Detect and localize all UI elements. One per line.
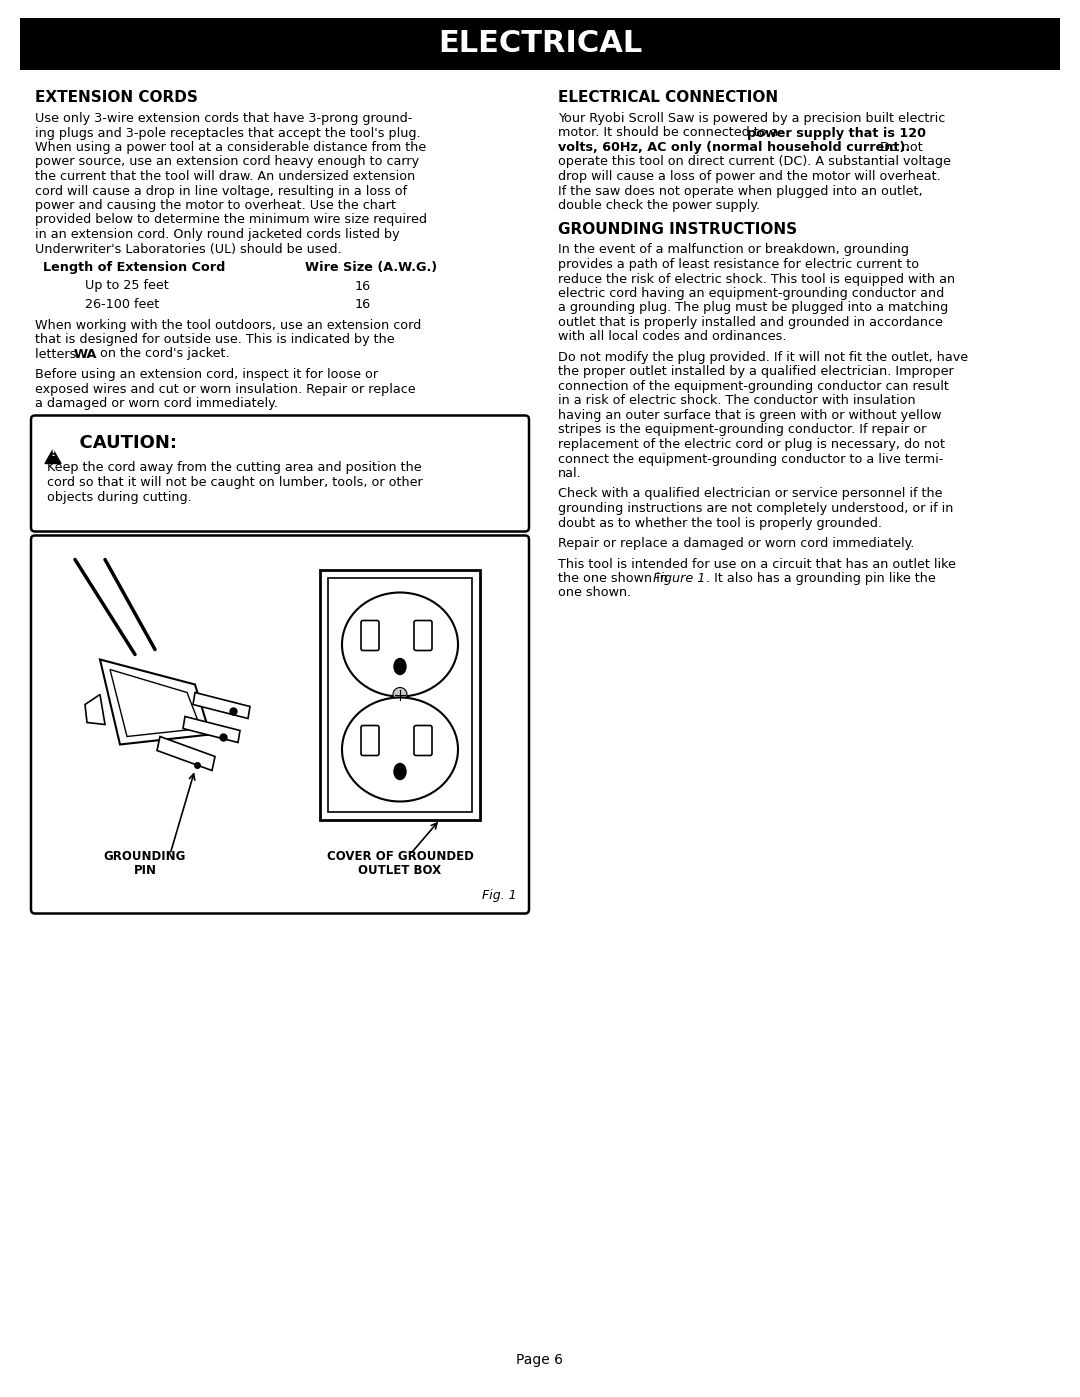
FancyBboxPatch shape bbox=[414, 725, 432, 756]
Text: WA: WA bbox=[75, 348, 97, 360]
Text: OUTLET BOX: OUTLET BOX bbox=[359, 863, 442, 876]
Polygon shape bbox=[85, 694, 105, 725]
FancyBboxPatch shape bbox=[361, 620, 379, 651]
Text: If the saw does not operate when plugged into an outlet,: If the saw does not operate when plugged… bbox=[558, 184, 922, 197]
Text: the one shown in: the one shown in bbox=[558, 571, 672, 585]
Text: objects during cutting.: objects during cutting. bbox=[48, 490, 192, 503]
Text: that is designed for outside use. This is indicated by the: that is designed for outside use. This i… bbox=[35, 332, 394, 346]
Polygon shape bbox=[100, 659, 210, 745]
Text: a damaged or worn cord immediately.: a damaged or worn cord immediately. bbox=[35, 397, 278, 409]
Text: Wire Size (A.W.G.): Wire Size (A.W.G.) bbox=[305, 261, 437, 274]
Ellipse shape bbox=[342, 592, 458, 697]
Text: 16: 16 bbox=[355, 279, 372, 292]
Text: replacement of the electric cord or plug is necessary, do not: replacement of the electric cord or plug… bbox=[558, 439, 945, 451]
Bar bbox=[328, 577, 472, 812]
Text: Do not modify the plug provided. If it will not fit the outlet, have: Do not modify the plug provided. If it w… bbox=[558, 351, 968, 365]
Text: power and causing the motor to overheat. Use the chart: power and causing the motor to overheat.… bbox=[35, 198, 396, 212]
Text: stripes is the equipment-grounding conductor. If repair or: stripes is the equipment-grounding condu… bbox=[558, 423, 927, 436]
Text: When using a power tool at a considerable distance from the: When using a power tool at a considerabl… bbox=[35, 141, 427, 154]
Text: Do not: Do not bbox=[876, 141, 922, 154]
Polygon shape bbox=[183, 717, 240, 742]
Text: provided below to determine the minimum wire size required: provided below to determine the minimum … bbox=[35, 214, 427, 226]
Text: 26-100 feet: 26-100 feet bbox=[85, 298, 159, 312]
Text: Fig. 1: Fig. 1 bbox=[483, 888, 517, 901]
Text: ing plugs and 3-pole receptacles that accept the tool's plug.: ing plugs and 3-pole receptacles that ac… bbox=[35, 127, 420, 140]
Text: electric cord having an equipment-grounding conductor and: electric cord having an equipment-ground… bbox=[558, 286, 944, 300]
Text: nal.: nal. bbox=[558, 467, 582, 481]
FancyBboxPatch shape bbox=[31, 535, 529, 914]
Text: COVER OF GROUNDED: COVER OF GROUNDED bbox=[326, 849, 473, 862]
Text: GROUNDING INSTRUCTIONS: GROUNDING INSTRUCTIONS bbox=[558, 222, 797, 236]
Text: . It also has a grounding pin like the: . It also has a grounding pin like the bbox=[706, 571, 935, 585]
Text: volts, 60Hz, AC only (normal household current).: volts, 60Hz, AC only (normal household c… bbox=[558, 141, 910, 154]
Text: drop will cause a loss of power and the motor will overheat.: drop will cause a loss of power and the … bbox=[558, 170, 941, 183]
Polygon shape bbox=[110, 669, 201, 736]
Text: on the cord's jacket.: on the cord's jacket. bbox=[96, 348, 230, 360]
Text: outlet that is properly installed and grounded in accordance: outlet that is properly installed and gr… bbox=[558, 316, 943, 330]
Text: in an extension cord. Only round jacketed cords listed by: in an extension cord. Only round jackete… bbox=[35, 228, 400, 242]
Polygon shape bbox=[157, 736, 215, 771]
Text: 16: 16 bbox=[355, 298, 372, 312]
Text: Up to 25 feet: Up to 25 feet bbox=[85, 279, 168, 292]
Text: Figure 1: Figure 1 bbox=[653, 571, 705, 585]
Text: operate this tool on direct current (DC). A substantial voltage: operate this tool on direct current (DC)… bbox=[558, 155, 950, 169]
Ellipse shape bbox=[342, 697, 458, 802]
Text: Repair or replace a damaged or worn cord immediately.: Repair or replace a damaged or worn cord… bbox=[558, 536, 915, 550]
Text: a grounding plug. The plug must be plugged into a matching: a grounding plug. The plug must be plugg… bbox=[558, 302, 948, 314]
Text: Page 6: Page 6 bbox=[516, 1354, 564, 1368]
Text: connect the equipment-grounding conductor to a live termi-: connect the equipment-grounding conducto… bbox=[558, 453, 943, 465]
FancyBboxPatch shape bbox=[414, 620, 432, 651]
Text: having an outer surface that is green with or without yellow: having an outer surface that is green wi… bbox=[558, 409, 942, 422]
Text: PIN: PIN bbox=[134, 863, 157, 876]
Text: the proper outlet installed by a qualified electrician. Improper: the proper outlet installed by a qualifi… bbox=[558, 366, 954, 379]
Text: grounding instructions are not completely understood, or if in: grounding instructions are not completel… bbox=[558, 502, 954, 515]
Text: exposed wires and cut or worn insulation. Repair or replace: exposed wires and cut or worn insulation… bbox=[35, 383, 416, 395]
Bar bbox=[320, 570, 480, 820]
Text: connection of the equipment-grounding conductor can result: connection of the equipment-grounding co… bbox=[558, 380, 949, 393]
Text: in a risk of electric shock. The conductor with insulation: in a risk of electric shock. The conduct… bbox=[558, 394, 916, 408]
Text: motor. It should be connected to a: motor. It should be connected to a bbox=[558, 127, 783, 140]
Text: cord so that it will not be caught on lumber, tools, or other: cord so that it will not be caught on lu… bbox=[48, 476, 422, 489]
Text: doubt as to whether the tool is properly grounded.: doubt as to whether the tool is properly… bbox=[558, 517, 882, 529]
Text: In the event of a malfunction or breakdown, grounding: In the event of a malfunction or breakdo… bbox=[558, 243, 909, 257]
Text: the current that the tool will draw. An undersized extension: the current that the tool will draw. An … bbox=[35, 170, 415, 183]
Text: Underwriter's Laboratories (UL) should be used.: Underwriter's Laboratories (UL) should b… bbox=[35, 243, 341, 256]
Text: GROUNDING: GROUNDING bbox=[104, 849, 186, 862]
Ellipse shape bbox=[394, 764, 406, 780]
Text: Length of Extension Cord: Length of Extension Cord bbox=[43, 261, 226, 274]
Text: letters: letters bbox=[35, 348, 80, 360]
Text: Keep the cord away from the cutting area and position the: Keep the cord away from the cutting area… bbox=[48, 461, 421, 475]
Text: Before using an extension cord, inspect it for loose or: Before using an extension cord, inspect … bbox=[35, 367, 378, 381]
Text: ELECTRICAL CONNECTION: ELECTRICAL CONNECTION bbox=[558, 89, 778, 105]
Text: When working with the tool outdoors, use an extension cord: When working with the tool outdoors, use… bbox=[35, 319, 421, 331]
Text: ELECTRICAL: ELECTRICAL bbox=[437, 29, 643, 59]
Text: EXTENSION CORDS: EXTENSION CORDS bbox=[35, 89, 198, 105]
Text: Use only 3-wire extension cords that have 3-prong ground-: Use only 3-wire extension cords that hav… bbox=[35, 112, 413, 124]
Text: cord will cause a drop in line voltage, resulting in a loss of: cord will cause a drop in line voltage, … bbox=[35, 184, 407, 197]
Text: This tool is intended for use on a circuit that has an outlet like: This tool is intended for use on a circu… bbox=[558, 557, 956, 570]
Text: with all local codes and ordinances.: with all local codes and ordinances. bbox=[558, 331, 786, 344]
Text: one shown.: one shown. bbox=[558, 587, 631, 599]
Text: !: ! bbox=[51, 447, 55, 457]
Ellipse shape bbox=[394, 658, 406, 675]
Text: Your Ryobi Scroll Saw is powered by a precision built electric: Your Ryobi Scroll Saw is powered by a pr… bbox=[558, 112, 945, 124]
Circle shape bbox=[393, 687, 407, 701]
FancyBboxPatch shape bbox=[361, 725, 379, 756]
Text: power supply that is 120: power supply that is 120 bbox=[747, 127, 926, 140]
Polygon shape bbox=[45, 450, 60, 464]
Text: power source, use an extension cord heavy enough to carry: power source, use an extension cord heav… bbox=[35, 155, 419, 169]
Text: reduce the risk of electric shock. This tool is equipped with an: reduce the risk of electric shock. This … bbox=[558, 272, 955, 285]
Text: double check the power supply.: double check the power supply. bbox=[558, 198, 760, 212]
Text: CAUTION:: CAUTION: bbox=[67, 433, 177, 451]
Polygon shape bbox=[193, 693, 249, 718]
Text: provides a path of least resistance for electric current to: provides a path of least resistance for … bbox=[558, 258, 919, 271]
FancyBboxPatch shape bbox=[31, 415, 529, 531]
Text: Check with a qualified electrician or service personnel if the: Check with a qualified electrician or se… bbox=[558, 488, 943, 500]
Bar bbox=[21, 18, 1059, 70]
